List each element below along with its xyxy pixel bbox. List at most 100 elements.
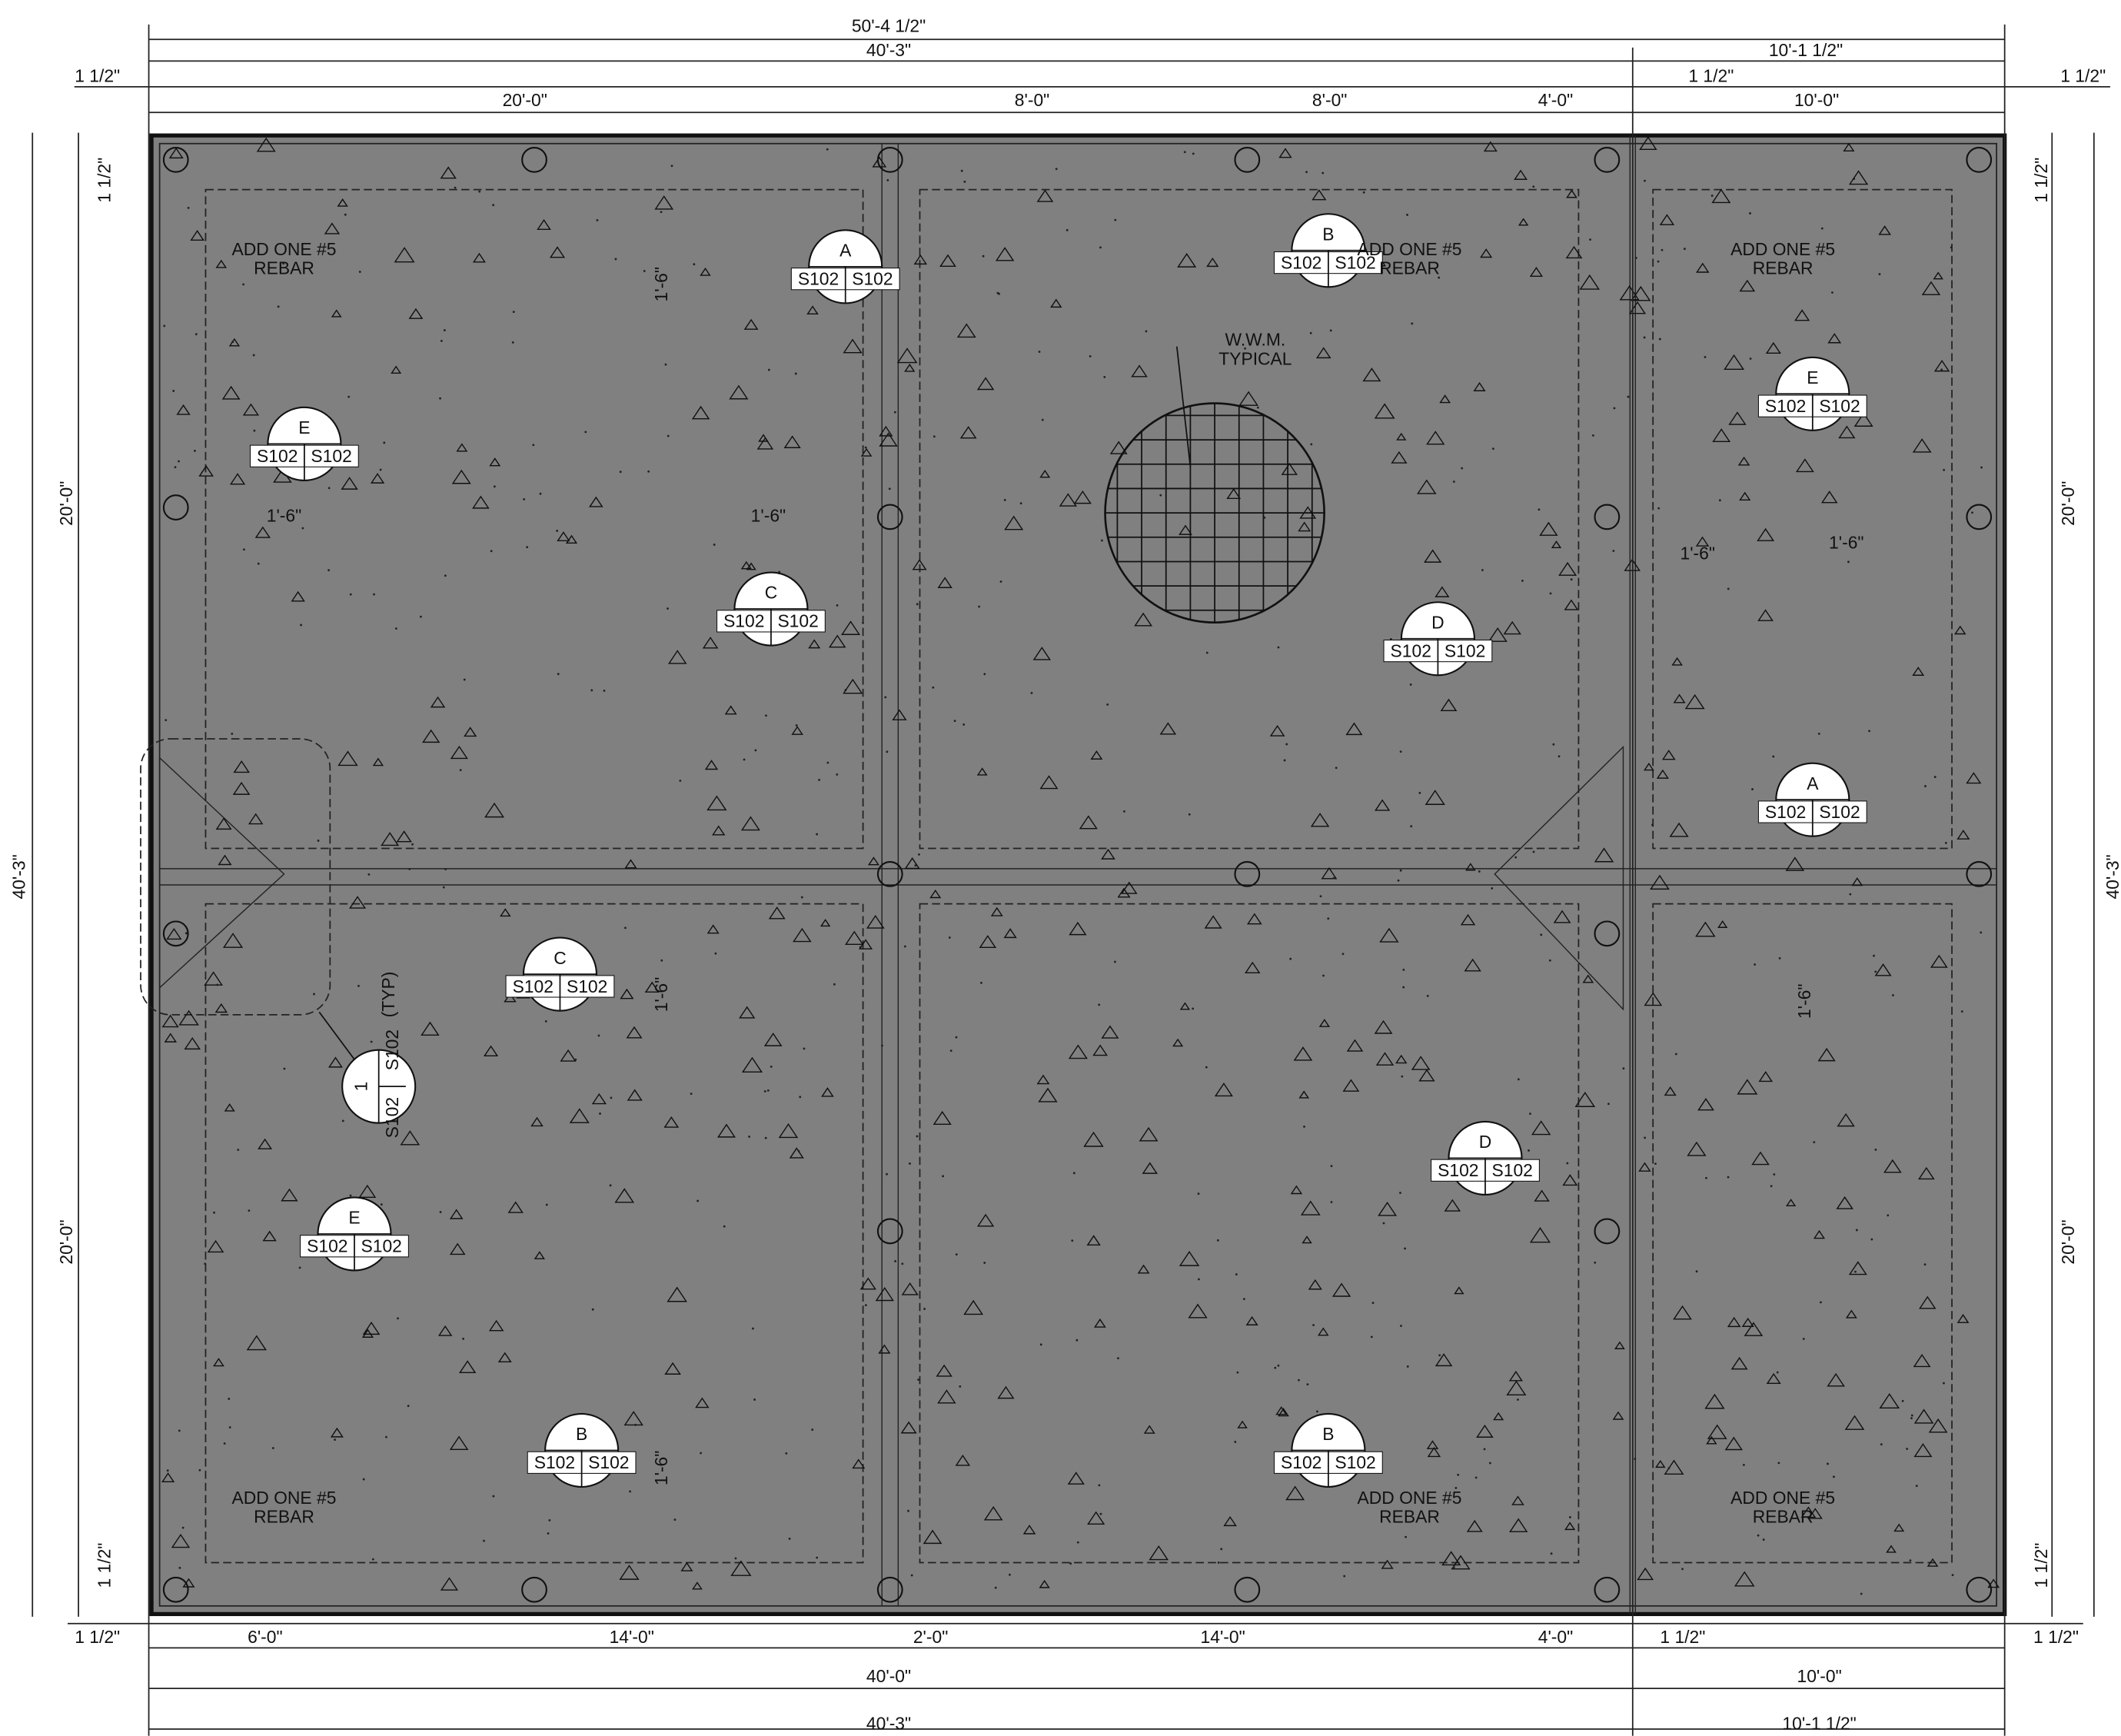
- aggregate: [1966, 772, 1982, 784]
- aggregate: [1518, 218, 1529, 226]
- rebar-note: REBAR: [254, 1507, 314, 1527]
- sand: [379, 468, 382, 471]
- aggregate: [394, 247, 415, 263]
- dimension-label: 1 1/2": [1688, 66, 1734, 86]
- sand: [243, 548, 245, 551]
- aggregate: [1321, 866, 1338, 880]
- aggregate: [1038, 1087, 1058, 1102]
- sand: [1098, 1003, 1101, 1006]
- dimension-label: 1 1/2": [2031, 1543, 2051, 1588]
- sand: [1114, 218, 1117, 221]
- sand: [836, 604, 839, 607]
- sand: [1315, 1410, 1318, 1413]
- sand: [1159, 494, 1162, 497]
- aggregate: [976, 767, 988, 776]
- sand: [1827, 1462, 1829, 1465]
- sand: [1529, 1112, 1531, 1116]
- aggregate: [1579, 274, 1600, 290]
- aggregate: [256, 137, 276, 152]
- aggregate: [1673, 693, 1686, 703]
- aggregate: [1878, 225, 1891, 235]
- dimension-label: 4'-0": [1538, 90, 1574, 110]
- aggregate: [1695, 536, 1710, 547]
- aggregate: [1558, 561, 1577, 576]
- sand: [1236, 1371, 1239, 1374]
- aggregate: [328, 1056, 343, 1068]
- aggregate: [828, 634, 846, 648]
- aggregate: [1466, 1519, 1483, 1532]
- sand: [341, 1119, 344, 1122]
- sand: [886, 750, 889, 753]
- sand: [1667, 1467, 1671, 1469]
- aggregate: [1853, 412, 1873, 427]
- aggregate: [1564, 599, 1579, 610]
- aggregate: [868, 856, 879, 866]
- marker-sheet: S102: [1335, 1452, 1375, 1472]
- sand: [1643, 336, 1646, 339]
- aggregate: [1418, 1069, 1435, 1082]
- sand: [1627, 395, 1630, 398]
- aggregate: [1464, 958, 1481, 972]
- sand: [242, 283, 245, 286]
- aggregate: [483, 1045, 499, 1057]
- aggregate: [218, 854, 232, 866]
- aggregate: [1534, 1189, 1550, 1202]
- rebar-note: REBAR: [1753, 1507, 1813, 1527]
- aggregate: [821, 1087, 834, 1097]
- sand: [300, 624, 302, 627]
- sand: [918, 853, 920, 856]
- aggregate: [626, 1026, 643, 1039]
- sand: [955, 1036, 958, 1039]
- sand: [440, 339, 443, 342]
- sand: [743, 758, 746, 761]
- aggregate: [614, 1188, 635, 1203]
- aggregate: [408, 308, 424, 319]
- pier: [1234, 146, 1261, 173]
- sand: [1256, 406, 1259, 409]
- sand: [1405, 1535, 1407, 1538]
- sand: [1757, 1534, 1760, 1537]
- marker-sheet: S102: [1491, 1160, 1532, 1180]
- dimension-label: 1 1/2": [75, 66, 120, 86]
- sand: [394, 627, 397, 630]
- aggregate: [1059, 493, 1078, 507]
- sand: [799, 1096, 802, 1099]
- wwm-note: W.W.M.: [1225, 330, 1286, 350]
- aggregate: [879, 425, 893, 437]
- sand: [1802, 1338, 1805, 1340]
- aggregate: [1933, 360, 1950, 372]
- aggregate: [892, 709, 907, 720]
- aggregate: [1416, 479, 1437, 494]
- dimension-label: 20'-0": [2058, 1219, 2078, 1264]
- sand: [1532, 185, 1535, 188]
- aggregate: [1883, 1159, 1902, 1173]
- aggregate: [1050, 298, 1062, 308]
- detail-note: (TYP): [378, 972, 398, 1018]
- sand: [1205, 1066, 1208, 1069]
- aggregate: [324, 222, 341, 234]
- aggregate: [937, 1389, 956, 1404]
- sand: [1910, 1417, 1913, 1420]
- aggregate: [929, 889, 942, 899]
- aggregate: [1912, 667, 1925, 676]
- aggregate: [1117, 887, 1131, 898]
- pier: [876, 504, 903, 530]
- marker-letter: E: [298, 417, 310, 437]
- grade-beams: [140, 135, 1997, 1615]
- aggregate: [741, 1056, 763, 1073]
- sand: [574, 1058, 577, 1061]
- sand: [526, 546, 529, 549]
- dimension-label: 1'-6": [751, 505, 786, 525]
- sand: [696, 1199, 700, 1202]
- sand: [1309, 331, 1312, 334]
- sand: [198, 1468, 201, 1472]
- aggregate: [1036, 189, 1054, 202]
- sand: [1868, 730, 1870, 733]
- aggregate: [1669, 822, 1689, 837]
- sand: [1923, 1263, 1927, 1266]
- aggregate: [1851, 877, 1863, 886]
- aggregate: [763, 1033, 783, 1046]
- aggregate: [224, 1103, 235, 1112]
- aggregate: [1226, 487, 1242, 500]
